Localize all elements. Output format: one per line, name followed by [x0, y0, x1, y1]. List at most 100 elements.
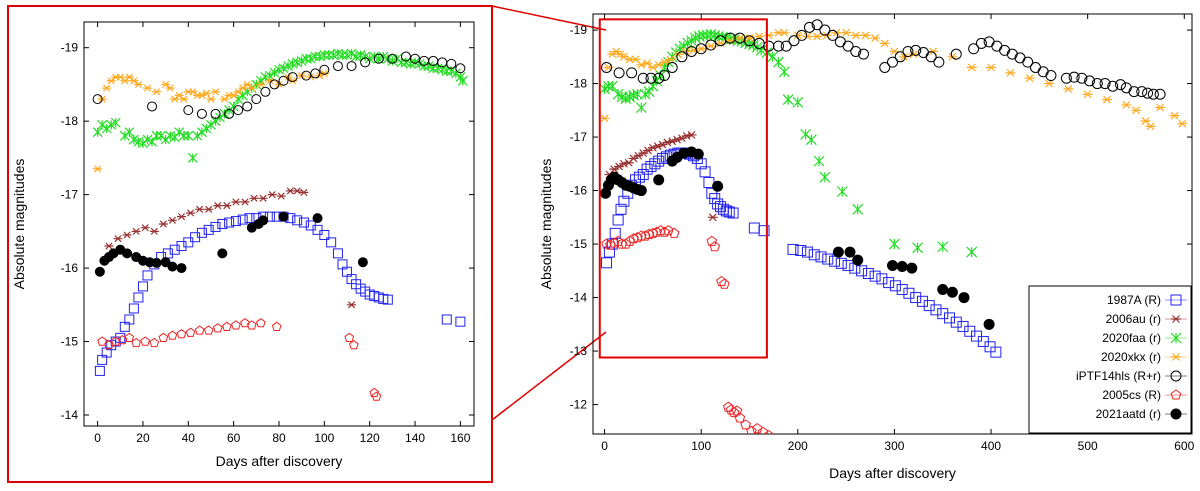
data-point: [642, 59, 653, 68]
data-point: [242, 80, 252, 89]
legend-label: 2020faa (r): [1102, 331, 1161, 345]
data-point: [778, 66, 790, 78]
data-point: [658, 70, 670, 82]
data-point: [692, 148, 704, 160]
data-point: [1130, 106, 1141, 115]
data-point: [836, 186, 848, 198]
x-tick-label: 500: [1078, 439, 1098, 453]
data-point: [326, 237, 337, 248]
data-point: [174, 127, 185, 138]
y-tick-label: -14: [570, 291, 588, 305]
legend-label: 2020xkx (r): [1101, 350, 1161, 364]
data-point: [240, 318, 250, 328]
data-point: [946, 286, 958, 298]
x-tick-label: 160: [450, 431, 470, 445]
data-point: [727, 207, 739, 219]
data-point: [269, 67, 280, 78]
data-point: [120, 77, 130, 85]
data-point: [780, 40, 792, 52]
data-point: [151, 130, 162, 141]
data-point: [156, 130, 167, 141]
data-point: [128, 303, 139, 314]
data-point: [1091, 78, 1103, 90]
data-point: [174, 91, 184, 100]
data-point: [1140, 117, 1151, 125]
data-point: [138, 138, 148, 149]
data-point: [844, 246, 856, 258]
data-point: [856, 265, 868, 277]
legend-marker: [1171, 315, 1181, 323]
data-point: [908, 50, 919, 59]
data-point: [192, 130, 203, 141]
data-point: [165, 84, 175, 92]
data-point: [213, 202, 223, 210]
data-point: [312, 224, 323, 235]
data-point: [889, 280, 901, 292]
data-point: [705, 39, 717, 51]
data-point: [668, 227, 680, 238]
data-point: [238, 84, 248, 92]
data-point: [1024, 74, 1035, 83]
data-point: [808, 249, 820, 261]
data-point: [131, 227, 141, 235]
data-point: [1044, 79, 1055, 88]
data-point: [251, 79, 262, 90]
data-point: [813, 155, 825, 167]
data-point: [147, 101, 158, 112]
data-point: [613, 67, 625, 79]
data-point: [751, 422, 763, 434]
data-point: [319, 50, 330, 60]
data-point: [869, 270, 881, 282]
data-point: [930, 304, 942, 316]
data-point: [734, 412, 746, 423]
data-point: [231, 198, 241, 206]
data-point: [805, 134, 817, 146]
data-point: [104, 242, 114, 250]
data-point: [983, 318, 995, 330]
data-point: [396, 57, 407, 68]
data-point: [991, 40, 1003, 52]
data-point: [203, 325, 214, 335]
data-point: [212, 323, 223, 333]
data-point: [966, 246, 978, 258]
data-point: [815, 251, 827, 263]
data-point: [757, 426, 769, 434]
y-tick-label: -13: [570, 344, 588, 358]
data-point: [841, 28, 852, 37]
data-point: [712, 180, 724, 192]
data-point: [653, 174, 665, 186]
data-point: [167, 261, 178, 272]
data-point: [937, 284, 949, 296]
data-point: [705, 42, 716, 51]
data-point: [608, 237, 620, 248]
data-point: [158, 220, 168, 228]
data-point: [1121, 101, 1132, 109]
data-point: [636, 230, 647, 241]
series-2006au: [104, 187, 357, 309]
data-point: [323, 50, 334, 60]
data-point: [276, 192, 286, 200]
data-point: [185, 327, 196, 337]
data-point: [772, 40, 784, 52]
data-point: [206, 95, 216, 103]
data-point: [149, 227, 159, 235]
legend-label: 2021aatd (r): [1096, 407, 1161, 421]
data-point: [137, 281, 148, 292]
data-point: [151, 257, 162, 268]
y-axis-label: Absolute magnitudes: [538, 159, 554, 290]
data-point: [160, 134, 171, 145]
x-tick-label: 20: [136, 431, 150, 445]
data-point: [879, 62, 891, 74]
data-point: [196, 227, 207, 238]
data-point: [842, 259, 854, 271]
legend-marker: [1170, 408, 1182, 420]
series-2005cs: [97, 318, 382, 401]
data-point: [244, 213, 255, 224]
data-point: [301, 70, 312, 81]
data-point: [876, 273, 888, 285]
data-point: [179, 95, 189, 103]
data-point: [1099, 78, 1111, 90]
y-tick-label: -17: [570, 130, 588, 144]
data-point: [912, 242, 924, 254]
data-point: [196, 108, 207, 119]
